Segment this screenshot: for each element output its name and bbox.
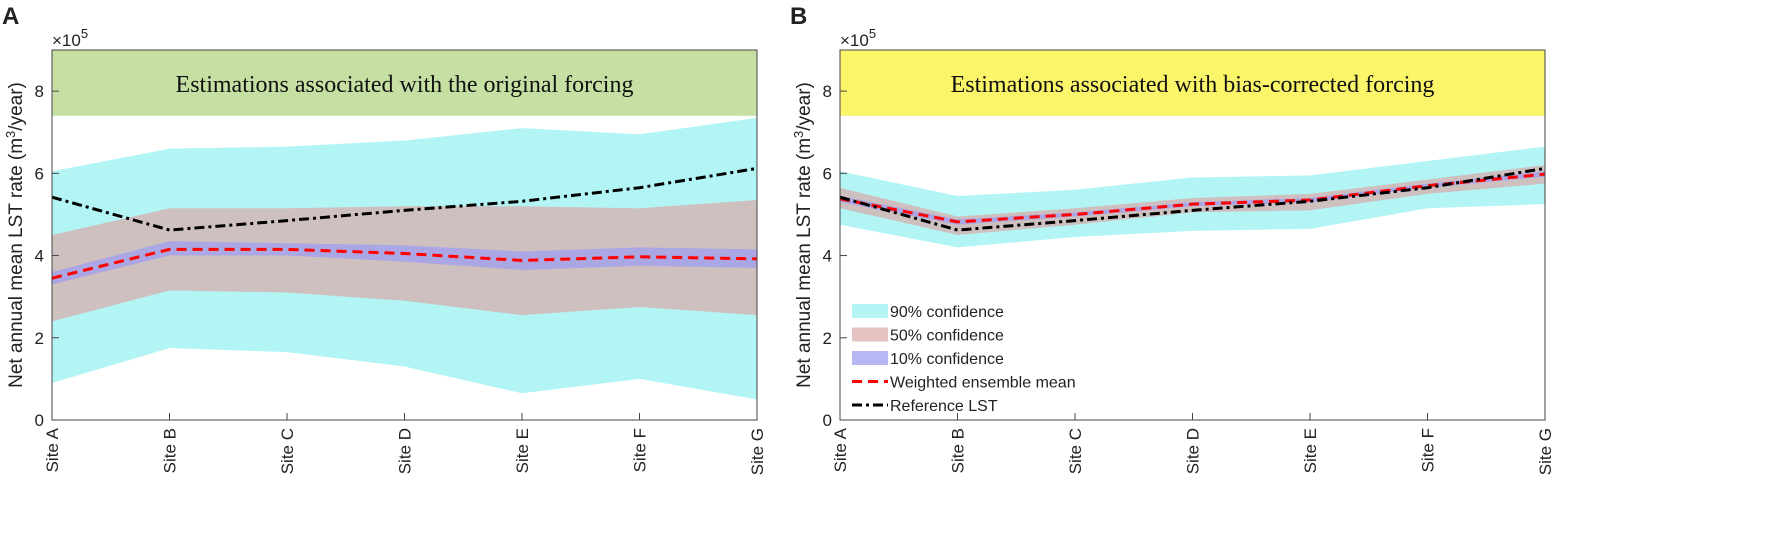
- x-tick-label: Site D: [396, 428, 415, 474]
- y-label-part: Net annual mean LST rate (m: [6, 138, 27, 388]
- series-line: [51, 247, 758, 280]
- y-multiplier-exp: 5: [81, 26, 88, 41]
- x-tick-label: Site G: [748, 428, 767, 475]
- y-tick-label: 4: [823, 247, 832, 266]
- x-tick-label: Site B: [161, 428, 180, 473]
- y-tick-label: 2: [35, 329, 44, 348]
- y-tick-label: 4: [35, 247, 44, 266]
- y-tick-label: 6: [35, 164, 44, 183]
- x-tick-label: Site A: [43, 427, 62, 472]
- y-axis-label: Net annual mean LST rate (m3/year): [791, 82, 815, 388]
- x-tick-label: Site B: [949, 428, 968, 473]
- y-multiplier: ×105: [840, 26, 876, 50]
- panel-label: A: [2, 3, 19, 30]
- y-tick-label: 0: [823, 411, 832, 430]
- x-tick-label: Site F: [1419, 428, 1438, 472]
- annotation: Estimations associated with bias-correct…: [951, 72, 1435, 98]
- y-axis-label: Net annual mean LST rate (m3/year): [3, 82, 27, 388]
- y-label-part: /year): [794, 82, 815, 131]
- y-label-part: /year): [6, 82, 27, 131]
- y-tick-label: 2: [823, 329, 832, 348]
- y-multiplier: ×105: [52, 26, 88, 50]
- x-tick-label: Site F: [631, 428, 650, 472]
- legend-label: 10% confidence: [890, 351, 1004, 368]
- y-tick-label: 0: [35, 411, 44, 430]
- y-tick-label: 8: [823, 82, 832, 101]
- legend-swatch: [852, 304, 888, 318]
- x-tick-label: Site E: [1301, 428, 1320, 473]
- series-line: [51, 166, 758, 232]
- annotation: Estimations associated with the original…: [176, 72, 634, 98]
- legend-label: 90% confidence: [890, 304, 1004, 321]
- legend-label: 50% confidence: [890, 328, 1004, 345]
- confidence-band: [52, 241, 757, 285]
- x-tick-label: Site C: [278, 428, 297, 474]
- y-multiplier-base: ×10: [52, 31, 81, 50]
- y-multiplier-base: ×10: [840, 31, 869, 50]
- y-label-sup: 3: [3, 131, 18, 138]
- series-line: [839, 172, 1546, 224]
- x-tick-label: Site E: [513, 428, 532, 473]
- y-label-sup: 3: [791, 131, 806, 138]
- x-tick-label: Site A: [831, 427, 850, 472]
- y-tick-label: 6: [823, 164, 832, 183]
- y-tick-label: 8: [35, 82, 44, 101]
- x-tick-label: Site C: [1066, 428, 1085, 474]
- x-tick-label: Site G: [1536, 428, 1555, 475]
- legend-swatch: [852, 327, 888, 342]
- y-multiplier-exp: 5: [869, 26, 876, 41]
- series-line: [839, 166, 1546, 232]
- y-label-part: Net annual mean LST rate (m: [794, 138, 815, 388]
- legend-swatch: [852, 351, 888, 365]
- x-tick-label: Site D: [1184, 428, 1203, 474]
- legend-label: Weighted ensemble mean: [890, 375, 1076, 392]
- legend-label: Reference LST: [890, 398, 998, 415]
- annotation-box: [840, 50, 1545, 116]
- annotation-box: [52, 50, 757, 116]
- panel-label: B: [790, 3, 807, 30]
